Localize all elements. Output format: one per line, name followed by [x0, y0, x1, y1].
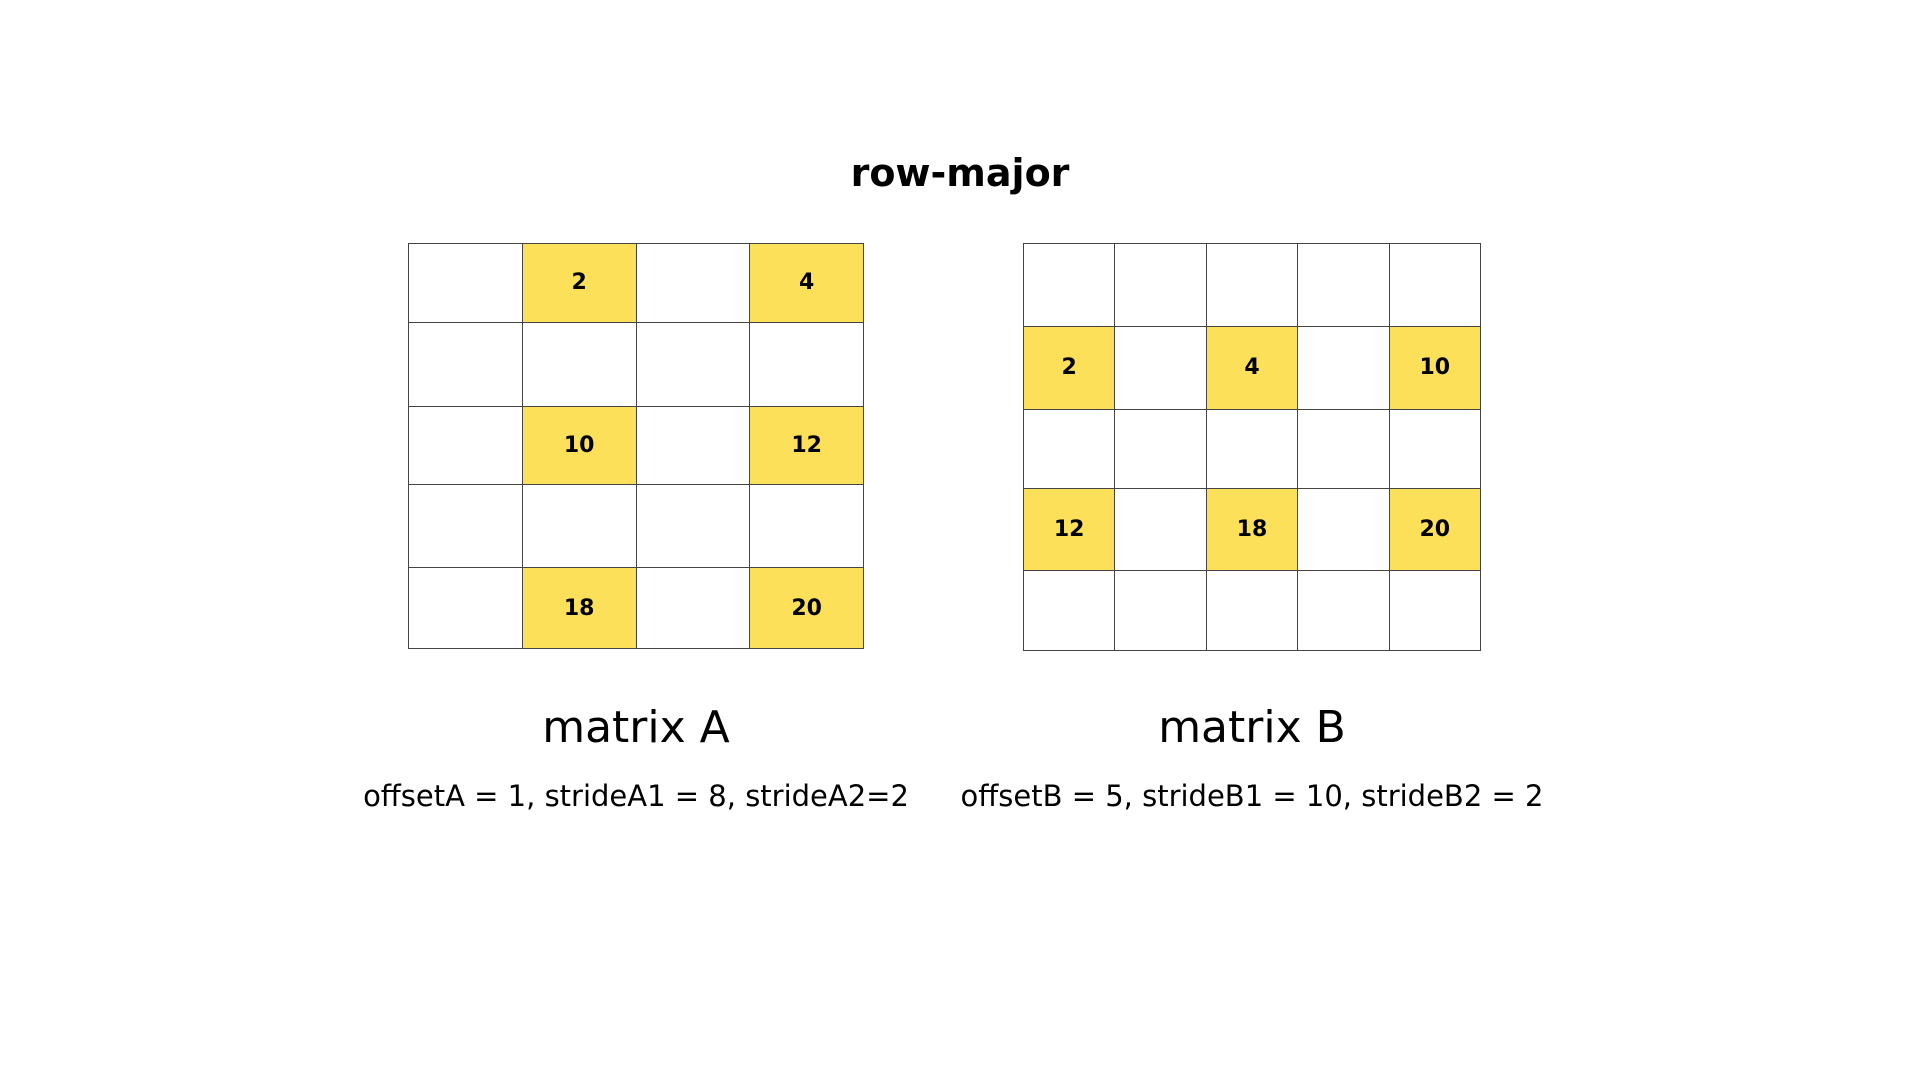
matrix-b-cell: 20	[1389, 489, 1481, 572]
matrix-b-cell	[1298, 489, 1390, 572]
matrix-b-cell	[1115, 571, 1207, 651]
matrix-a-cell: 2	[522, 244, 637, 323]
matrix-b-params: offsetB = 5, strideB1 = 10, strideB2 = 2	[960, 779, 1544, 813]
matrix-a-cell	[409, 406, 523, 486]
matrix-a-grid: 2 4 10 12 18 20	[408, 243, 864, 649]
matrix-b-cell: 12	[1024, 489, 1116, 572]
matrix-b-cell	[1115, 409, 1207, 490]
matrix-b-cell	[1206, 571, 1299, 651]
matrix-a-cell	[750, 485, 864, 569]
matrix-b-cell	[1206, 244, 1299, 327]
matrix-b-cell	[1298, 326, 1390, 410]
matrix-b-cell	[1389, 244, 1481, 327]
matrix-a-cell	[409, 322, 523, 407]
matrix-a-params: offsetA = 1, strideA1 = 8, strideA2=2	[363, 779, 909, 813]
matrix-b-cell	[1024, 244, 1116, 327]
matrix-b-cell: 18	[1206, 489, 1299, 572]
diagram-title: row-major	[850, 151, 1070, 195]
matrix-a-cell	[636, 406, 751, 486]
matrix-b-label: matrix B	[1158, 702, 1346, 753]
matrix-b-cell	[1024, 571, 1116, 651]
matrix-b-grid: 2 4 10 12 18 20	[1023, 243, 1481, 651]
matrix-b-cell	[1298, 409, 1390, 490]
matrix-b-cell: 4	[1206, 326, 1299, 410]
matrix-a-cell	[636, 485, 751, 569]
matrix-a-cell	[636, 322, 751, 407]
matrix-b-cell	[1298, 244, 1390, 327]
matrix-b-cell	[1298, 571, 1390, 651]
matrix-b-cell	[1024, 409, 1116, 490]
matrix-b-cell	[1115, 326, 1207, 410]
matrix-a-cell	[750, 322, 864, 407]
matrix-a-cell	[522, 322, 637, 407]
matrix-a-cell	[636, 568, 751, 649]
matrix-b-cell	[1389, 409, 1481, 490]
matrix-a-cell	[409, 485, 523, 569]
matrix-a-cell: 4	[750, 244, 864, 323]
matrix-a-cell	[636, 244, 751, 323]
matrix-b-cell	[1206, 409, 1299, 490]
matrix-b-cell: 10	[1389, 326, 1481, 410]
matrix-b-cell	[1389, 571, 1481, 651]
matrix-a-cell: 10	[522, 406, 637, 486]
matrix-b-cell	[1115, 489, 1207, 572]
matrix-a-cell: 12	[750, 406, 864, 486]
matrix-a-cell	[522, 485, 637, 569]
matrix-a-label: matrix A	[542, 702, 730, 753]
matrix-b-cell	[1115, 244, 1207, 327]
matrix-a-cell	[409, 244, 523, 323]
matrix-b-cell: 2	[1024, 326, 1116, 410]
matrix-a-cell	[409, 568, 523, 649]
matrix-a-cell: 20	[750, 568, 864, 649]
matrix-a-cell: 18	[522, 568, 637, 649]
